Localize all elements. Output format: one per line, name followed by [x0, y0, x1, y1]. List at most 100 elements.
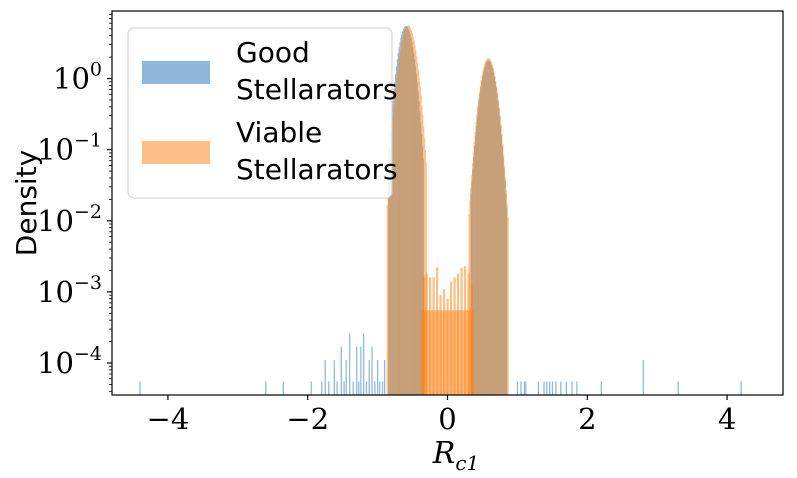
histogram-spike — [449, 281, 453, 395]
histogram-bar — [401, 40, 403, 396]
histogram-spike — [677, 381, 679, 395]
legend-swatch-viable — [142, 141, 210, 164]
histogram-bar — [482, 70, 484, 395]
histogram-spike — [328, 381, 330, 395]
histogram-bar — [493, 71, 495, 395]
histogram-spike — [365, 381, 368, 395]
histogram-bar — [399, 50, 401, 396]
histogram-spike — [571, 381, 573, 395]
histogram-bar — [407, 25, 409, 395]
legend-swatch-good — [142, 61, 210, 84]
histogram-spike — [377, 360, 379, 395]
histogram-spike — [555, 381, 557, 395]
histogram-bar — [495, 80, 497, 395]
histogram-bar — [390, 149, 392, 395]
histogram-spike — [439, 295, 442, 395]
histogram-bar — [416, 56, 418, 395]
x-tick-label: 0 — [438, 402, 456, 436]
histogram-spike — [360, 346, 362, 395]
histogram-bar — [496, 86, 498, 395]
x-tick-label: 4 — [718, 402, 736, 436]
histogram-bar — [386, 204, 388, 395]
histogram-bar — [421, 105, 423, 396]
histogram-spike — [520, 381, 522, 395]
histogram-bar — [412, 33, 413, 395]
histogram-bar — [470, 187, 472, 395]
histogram-bar — [485, 59, 487, 395]
histogram-spike — [565, 381, 568, 395]
histogram-spike — [463, 266, 467, 395]
histogram-bar — [424, 137, 426, 395]
histogram-spike — [551, 381, 554, 395]
histogram-spike — [422, 277, 425, 395]
histogram-bar — [412, 36, 414, 395]
histogram-bar — [489, 58, 491, 395]
histogram-bar — [481, 74, 483, 396]
histogram-spike — [343, 381, 345, 395]
histogram-spike — [525, 381, 527, 395]
histogram-bar — [474, 131, 476, 395]
histogram-spike — [333, 360, 335, 395]
histogram-spike — [446, 298, 449, 395]
histogram-spike — [282, 381, 284, 395]
y-axis-ticks: 100 10−1 10−2 10−3 10−4 — [37, 13, 112, 392]
histogram-spike — [548, 381, 551, 395]
legend: Good Stellarators Viable Stellarators — [127, 27, 398, 199]
histogram-bar — [500, 124, 502, 395]
histogram-bar — [472, 152, 474, 395]
y-tick-label: 10−4 — [37, 343, 102, 380]
histogram-spike — [470, 286, 474, 395]
histogram-bar — [501, 133, 503, 395]
histogram-spike — [352, 381, 354, 395]
histogram-spike — [356, 346, 358, 395]
histogram-spike — [349, 333, 351, 395]
histogram-bar — [413, 40, 415, 396]
histogram-spike — [436, 267, 439, 395]
histogram-spike — [600, 381, 602, 395]
histogram-spike — [642, 360, 644, 395]
histogram-bar — [410, 28, 412, 395]
histogram-bar — [491, 61, 493, 395]
histogram-bar — [492, 67, 494, 395]
histogram-spike — [310, 381, 312, 395]
histogram-bar — [504, 165, 506, 395]
histogram-bar — [402, 36, 404, 395]
legend-label-viable-line1: Viable — [236, 116, 322, 149]
histogram-bar — [403, 33, 405, 395]
histogram-bar — [396, 78, 398, 395]
histogram-spike — [139, 381, 141, 395]
histogram-spike — [363, 333, 365, 395]
histogram-bar — [478, 91, 480, 395]
x-tick-label: −4 — [147, 402, 190, 436]
histogram-bar — [395, 86, 397, 396]
histogram-bar — [506, 203, 508, 395]
histogram-bar — [473, 141, 475, 395]
histogram-spike — [371, 346, 373, 395]
histogram-bar — [475, 122, 477, 395]
histogram-bar — [485, 61, 486, 395]
histogram-bar — [471, 175, 472, 395]
histogram-bar — [480, 79, 482, 395]
histogram-bar — [391, 126, 393, 396]
histogram-spike — [456, 273, 460, 395]
histogram-spike — [460, 267, 463, 395]
legend-label-good-line1: Good — [236, 36, 310, 69]
histogram-bar — [408, 25, 410, 395]
y-tick-label: 10−2 — [37, 201, 102, 238]
histogram-spike — [336, 381, 338, 395]
histogram-bar — [389, 162, 391, 395]
histogram-bar — [425, 149, 426, 395]
histogram-bar — [398, 63, 399, 396]
histogram-spike — [374, 381, 376, 395]
histogram-bar — [397, 70, 399, 395]
histogram-spike — [516, 381, 519, 395]
histogram-bar — [502, 143, 504, 395]
histogram-bar — [507, 217, 509, 395]
histogram-bar — [400, 45, 402, 395]
histogram-bar — [499, 115, 501, 395]
histogram-spike — [425, 273, 428, 395]
histogram-bar — [497, 92, 499, 395]
histogram-bar — [478, 98, 479, 396]
histogram-bar — [398, 56, 400, 395]
histogram-spike — [432, 277, 435, 395]
